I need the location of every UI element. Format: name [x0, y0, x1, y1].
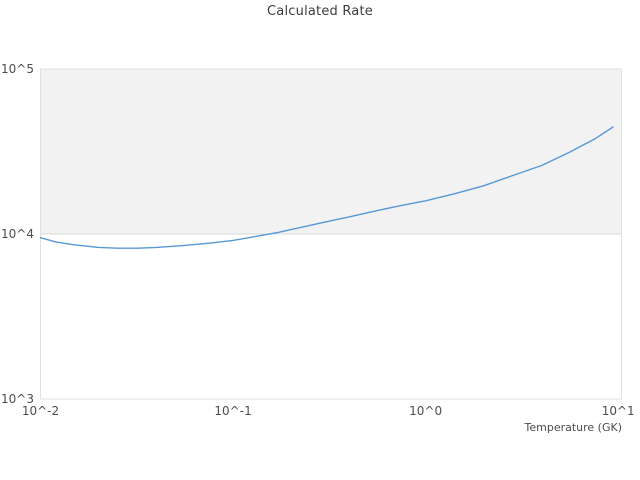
- rate-line: [39, 126, 614, 249]
- x-tick-label: 10^-2: [21, 404, 60, 418]
- x-tick-label: 10^0: [409, 404, 443, 418]
- chart-title: Calculated Rate: [267, 4, 373, 19]
- x-axis-label: Temperature (GK): [524, 421, 623, 434]
- x-tick-label: 10^1: [601, 404, 635, 418]
- y-tick-label: 10^4: [1, 227, 34, 241]
- annotation-band: [40, 68, 622, 235]
- plot-frame: [40, 68, 622, 400]
- y-tick-label: 10^3: [1, 392, 34, 406]
- x-tick-label: 10^-1: [214, 404, 252, 418]
- y-tick-label: 10^5: [1, 62, 34, 76]
